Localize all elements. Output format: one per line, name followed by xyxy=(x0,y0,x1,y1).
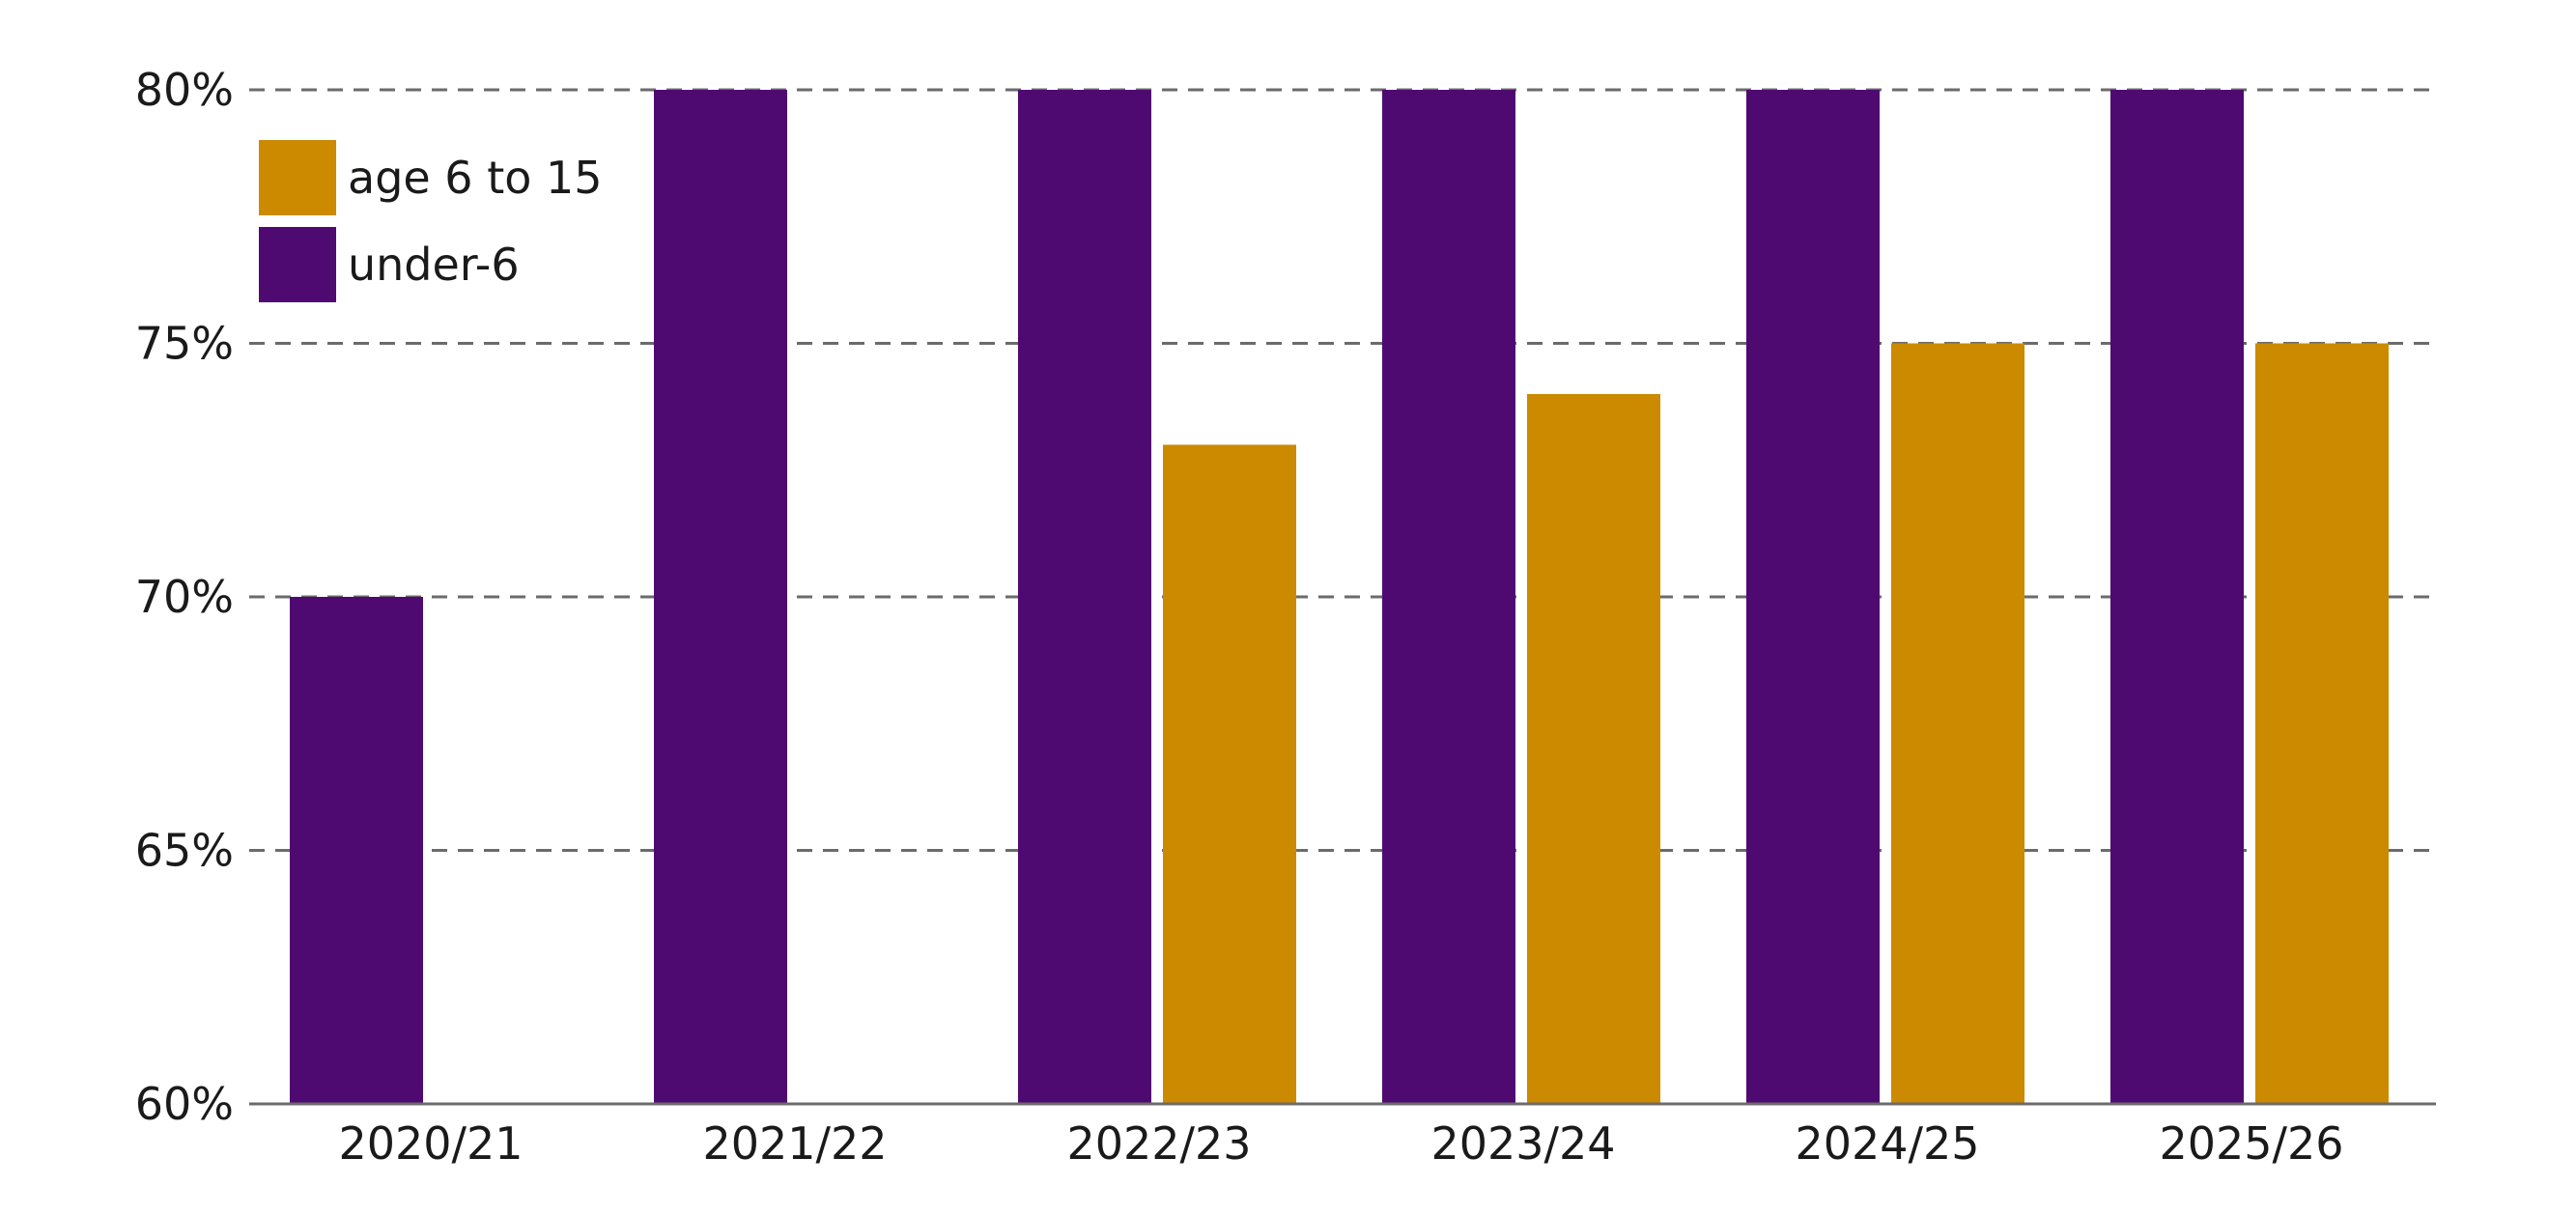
bar-under-6-2023-24 xyxy=(1382,90,1515,1104)
legend-swatch-under-6 xyxy=(259,227,336,302)
x-tick-label: 2023/24 xyxy=(1430,1117,1615,1170)
x-tick-label: 2024/25 xyxy=(1795,1117,1979,1170)
bar-age-6-to-15-2022-23 xyxy=(1163,444,1296,1104)
axes: 60% 65% 70% 75% 80% 2020/21 2021/22 2022/23 2023… xyxy=(135,64,2436,1170)
gridlines xyxy=(249,88,2436,852)
bars xyxy=(290,90,2389,1104)
x-tick-label: 2020/21 xyxy=(338,1117,523,1170)
bar-under-6-2020-21 xyxy=(290,597,423,1104)
bar-under-6-2022-23 xyxy=(1018,90,1151,1104)
bar-age-6-to-15-2023-24 xyxy=(1527,394,1660,1104)
legend-label: age 6 to 15 xyxy=(348,152,603,204)
x-tick-label: 2025/26 xyxy=(2159,1117,2343,1170)
y-tick-label: 65% xyxy=(135,825,234,877)
bar-age-6-to-15-2024-25 xyxy=(1891,343,2024,1104)
x-tick-label: 2021/22 xyxy=(702,1117,887,1170)
y-tick-label: 70% xyxy=(135,571,234,623)
bar-under-6-2021-22 xyxy=(654,90,787,1104)
legend-swatch-age-6-to-15 xyxy=(259,140,336,215)
legend-label: under-6 xyxy=(348,239,520,291)
legend: age 6 to 15 under-6 xyxy=(259,140,603,302)
y-tick-label: 60% xyxy=(135,1078,234,1130)
bar-under-6-2024-25 xyxy=(1746,90,1880,1104)
bar-age-6-to-15-2025-26 xyxy=(2255,343,2389,1104)
x-tick-label: 2022/23 xyxy=(1066,1117,1251,1170)
bar-under-6-2025-26 xyxy=(2110,90,2244,1104)
y-tick-label: 75% xyxy=(135,318,234,370)
y-tick-label: 80% xyxy=(135,64,234,116)
